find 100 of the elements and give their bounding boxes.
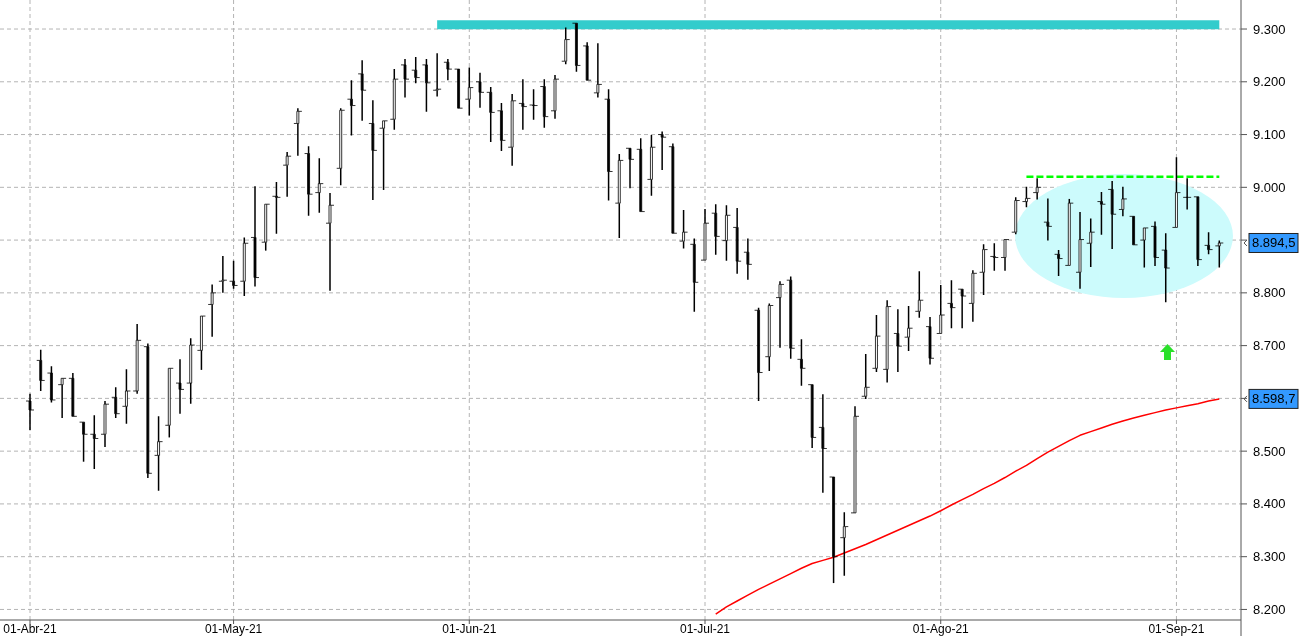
candlestick [657, 130, 667, 171]
candlestick [689, 237, 699, 313]
candlestick [1150, 220, 1160, 267]
candlestick [325, 192, 335, 292]
candlestick [422, 58, 431, 113]
candlestick [1118, 186, 1128, 218]
candlestick [143, 342, 153, 479]
candlestick [314, 157, 324, 214]
x-tick-label: 01-Sep-21 [1148, 622, 1205, 636]
candlestick [1129, 215, 1138, 246]
line-series [714, 398, 1221, 615]
candlestick [1107, 180, 1117, 250]
candlestick [872, 314, 881, 373]
candlestick [647, 134, 656, 197]
y-tick-label: 8.400 [1253, 496, 1286, 512]
candlestick [89, 414, 99, 470]
candlestick [1214, 239, 1224, 269]
candlestick [861, 353, 871, 400]
candlestick [1182, 177, 1192, 211]
candlestick [732, 207, 742, 275]
candlestick [357, 59, 367, 122]
candlestick [679, 209, 688, 250]
candlestick [443, 58, 453, 81]
candlestick [529, 88, 538, 121]
candlestick [36, 349, 46, 392]
candlestick [754, 306, 763, 402]
candlestick [186, 337, 196, 405]
candlestick [239, 236, 249, 297]
candlestick [411, 56, 421, 85]
candlestick [1075, 211, 1085, 290]
candlestick [539, 78, 549, 129]
candlestick [68, 372, 78, 417]
candlestick [497, 102, 506, 152]
candlestick [272, 181, 281, 235]
candlestick [282, 151, 292, 198]
candlestick [122, 368, 131, 425]
candlestick [464, 66, 474, 117]
candlestick [979, 243, 988, 296]
candlestick [1172, 156, 1181, 228]
candlestick [1032, 177, 1042, 201]
candlestick [829, 476, 838, 584]
candlestick [400, 58, 410, 99]
candlestick [593, 42, 603, 99]
candlestick [486, 86, 496, 143]
candlestick [957, 288, 967, 329]
candlestick [379, 120, 388, 191]
candlestick [336, 107, 346, 186]
candlestick [722, 204, 731, 262]
y-tick-label: 8.500 [1253, 443, 1286, 459]
candlestick [197, 315, 206, 371]
candlestick [250, 185, 260, 288]
candlestick [1097, 191, 1106, 236]
candlestick [1193, 196, 1203, 267]
candlestick [1139, 227, 1149, 269]
y-tick-label: 8.700 [1253, 338, 1286, 354]
y-tick-label: 9.100 [1253, 127, 1286, 143]
candlestick [1161, 232, 1171, 304]
candlestick [797, 338, 806, 387]
candlestick [454, 68, 463, 109]
candlestick [936, 284, 946, 334]
candlestick [893, 308, 903, 373]
candlestick [550, 74, 560, 120]
candlestick [207, 283, 217, 338]
candlestick [1000, 239, 1010, 272]
candlestick [914, 270, 924, 319]
candlestick [925, 316, 935, 366]
x-tick-label: 01-May-21 [204, 622, 263, 636]
candlestick [775, 280, 785, 349]
candlestick [25, 392, 35, 431]
candlestick [154, 415, 163, 492]
candlestick [1086, 217, 1096, 268]
candlestick [175, 358, 185, 415]
candlestick [582, 41, 592, 81]
candlestick [229, 259, 238, 290]
candlestick [882, 299, 892, 384]
y-tick-label: 8.300 [1253, 549, 1286, 565]
y-tick-label: 9.300 [1253, 21, 1286, 37]
candlestick [293, 107, 303, 157]
candlestick [368, 99, 378, 201]
candlestick [614, 153, 624, 239]
candlestick [604, 88, 613, 202]
candlestick [904, 305, 913, 352]
candlestick [968, 269, 978, 323]
candlestick [711, 203, 721, 256]
y-tick-label: 8.200 [1253, 601, 1286, 617]
candlestick [432, 52, 442, 98]
candlestick [743, 237, 753, 281]
x-tick-label: 01-Abr-21 [3, 622, 57, 636]
candlestick [989, 242, 999, 272]
candlestick [807, 384, 817, 449]
candlestick [518, 78, 528, 131]
x-tick-label: 01-Ago-21 [912, 622, 970, 636]
candlestick [1043, 197, 1053, 242]
candlestick [100, 400, 110, 448]
candlestick [818, 393, 828, 494]
x-tick-label: 01-Jul-21 [679, 622, 731, 636]
candlestick [57, 377, 67, 419]
candlestick [700, 208, 710, 261]
candlestick [389, 68, 399, 131]
y-tick-label: 8.800 [1253, 285, 1286, 301]
